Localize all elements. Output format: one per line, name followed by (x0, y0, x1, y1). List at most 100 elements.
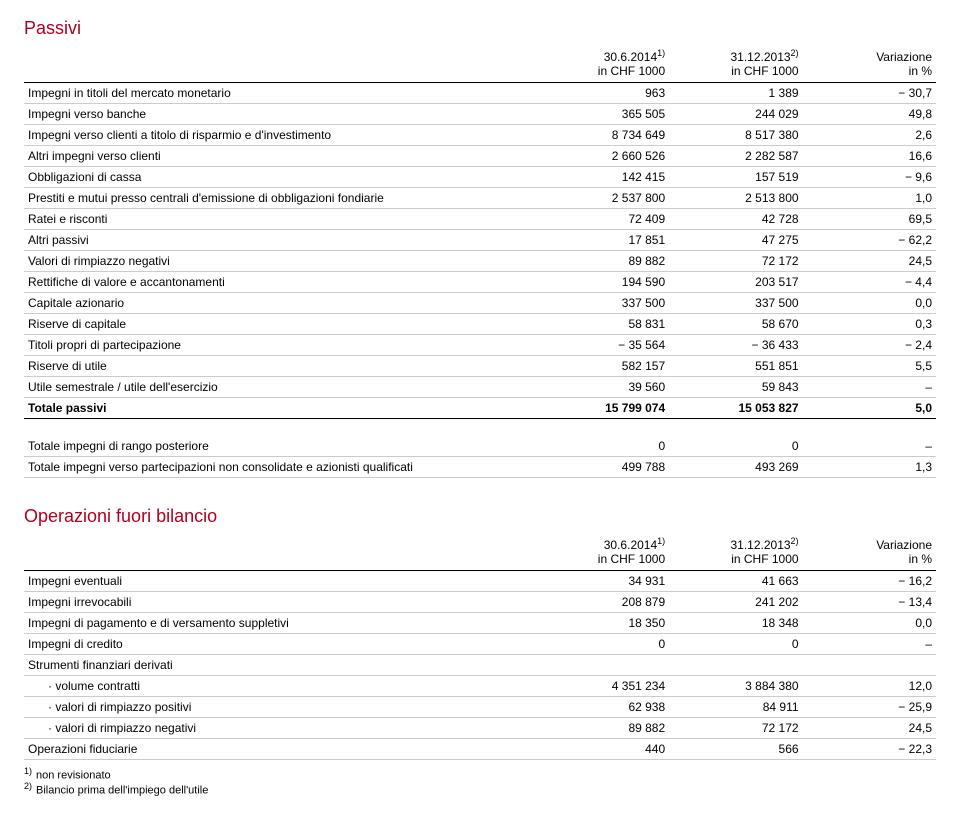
row-label: Impegni eventuali (24, 570, 536, 591)
table-row: Totale impegni di rango posteriore00– (24, 433, 936, 457)
table-row: Obbligazioni di cassa142 415157 519− 9,6 (24, 166, 936, 187)
row-value: 59 843 (669, 376, 802, 397)
table-row: Ratei e risconti72 40942 72869,5 (24, 208, 936, 229)
row-value: 72 172 (669, 717, 802, 738)
col3-header: Variazione in % (803, 45, 936, 82)
row-value: 0 (669, 433, 802, 457)
row-value: 440 (536, 738, 669, 759)
table-row: Totale passivi15 799 07415 053 8275,0 (24, 397, 936, 418)
row-label: Capitale azionario (24, 292, 536, 313)
row-value: 15 799 074 (536, 397, 669, 418)
row-value: 2,6 (803, 124, 936, 145)
row-value: − 36 433 (669, 334, 802, 355)
row-value: 5,0 (803, 397, 936, 418)
row-value: 365 505 (536, 103, 669, 124)
table-row: Utile semestrale / utile dell'esercizio3… (24, 376, 936, 397)
fuori-table: 30.6.20141) in CHF 1000 31.12.20132) in … (24, 533, 936, 760)
row-value: 5,5 (803, 355, 936, 376)
row-value: 15 053 827 (669, 397, 802, 418)
row-label: Rettifiche di valore e accantonamenti (24, 271, 536, 292)
row-label: Titoli propri di partecipazione (24, 334, 536, 355)
row-value: – (803, 376, 936, 397)
row-label: Prestiti e mutui presso centrali d'emiss… (24, 187, 536, 208)
row-label: Totale impegni di rango posteriore (24, 433, 536, 457)
row-value: 3 884 380 (669, 675, 802, 696)
table-row: Riserve di utile582 157551 8515,5 (24, 355, 936, 376)
row-value: 2 537 800 (536, 187, 669, 208)
row-value: 0 (536, 633, 669, 654)
row-value: 963 (536, 82, 669, 103)
row-label: Riserve di capitale (24, 313, 536, 334)
row-label: Impegni di pagamento e di versamento sup… (24, 612, 536, 633)
row-value: 194 590 (536, 271, 669, 292)
row-value: 2 513 800 (669, 187, 802, 208)
table-row: Impegni di pagamento e di versamento sup… (24, 612, 936, 633)
col2-header: 31.12.20132) in CHF 1000 (669, 45, 802, 82)
row-label: Impegni verso banche (24, 103, 536, 124)
row-value: 203 517 (669, 271, 802, 292)
row-label: Impegni irrevocabili (24, 591, 536, 612)
row-value: − 16,2 (803, 570, 936, 591)
row-value: 582 157 (536, 355, 669, 376)
table-row: Impegni in titoli del mercato monetario9… (24, 82, 936, 103)
row-value: − 62,2 (803, 229, 936, 250)
row-value: 72 409 (536, 208, 669, 229)
row-value: 89 882 (536, 250, 669, 271)
row-value: 241 202 (669, 591, 802, 612)
row-value: 17 851 (536, 229, 669, 250)
row-value: − 13,4 (803, 591, 936, 612)
col1-header: 30.6.20141) in CHF 1000 (536, 45, 669, 82)
row-label: Impegni di credito (24, 633, 536, 654)
row-value: 1 389 (669, 82, 802, 103)
row-label: Ratei e risconti (24, 208, 536, 229)
row-value: 4 351 234 (536, 675, 669, 696)
table-row: Prestiti e mutui presso centrali d'emiss… (24, 187, 936, 208)
row-value: 18 350 (536, 612, 669, 633)
table-row: Totale impegni verso partecipazioni non … (24, 456, 936, 477)
row-label: Obbligazioni di cassa (24, 166, 536, 187)
row-value: 0,0 (803, 612, 936, 633)
table-row: Strumenti finanziari derivati (24, 654, 936, 675)
row-value: 551 851 (669, 355, 802, 376)
table-row: Altri impegni verso clienti2 660 5262 28… (24, 145, 936, 166)
table-row: Riserve di capitale58 83158 6700,3 (24, 313, 936, 334)
row-value: – (803, 633, 936, 654)
row-value: 58 831 (536, 313, 669, 334)
row-value (669, 654, 802, 675)
row-value: 493 269 (669, 456, 802, 477)
footnotes: 1)non revisionato 2)Bilancio prima dell'… (24, 766, 936, 797)
table-row: Valori di rimpiazzo negativi89 88272 172… (24, 250, 936, 271)
row-value: 0,0 (803, 292, 936, 313)
table-row: Operazioni fiduciarie440566− 22,3 (24, 738, 936, 759)
row-value: 157 519 (669, 166, 802, 187)
row-value: 0,3 (803, 313, 936, 334)
row-value: 72 172 (669, 250, 802, 271)
row-value: 8 517 380 (669, 124, 802, 145)
table-row: Impegni di credito00– (24, 633, 936, 654)
row-value: 16,6 (803, 145, 936, 166)
row-value (536, 654, 669, 675)
row-value: 41 663 (669, 570, 802, 591)
row-value: 89 882 (536, 717, 669, 738)
row-value: 69,5 (803, 208, 936, 229)
row-value: 18 348 (669, 612, 802, 633)
row-value: 566 (669, 738, 802, 759)
row-value: − 30,7 (803, 82, 936, 103)
row-label: Totale impegni verso partecipazioni non … (24, 456, 536, 477)
row-label: Totale passivi (24, 397, 536, 418)
row-label: Operazioni fiduciarie (24, 738, 536, 759)
table-row: Impegni irrevocabili208 879241 202− 13,4 (24, 591, 936, 612)
table-row: Rettifiche di valore e accantonamenti194… (24, 271, 936, 292)
row-label: · volume contratti (24, 675, 536, 696)
table-row: Impegni verso clienti a titolo di rispar… (24, 124, 936, 145)
row-value: 62 938 (536, 696, 669, 717)
row-value: 244 029 (669, 103, 802, 124)
row-value: 2 660 526 (536, 145, 669, 166)
row-value: 39 560 (536, 376, 669, 397)
col3-header: Variazione in % (803, 533, 936, 570)
row-value: 34 931 (536, 570, 669, 591)
table-row: Impegni verso banche365 505244 02949,8 (24, 103, 936, 124)
row-value: 499 788 (536, 456, 669, 477)
row-value: 12,0 (803, 675, 936, 696)
row-value: 337 500 (669, 292, 802, 313)
